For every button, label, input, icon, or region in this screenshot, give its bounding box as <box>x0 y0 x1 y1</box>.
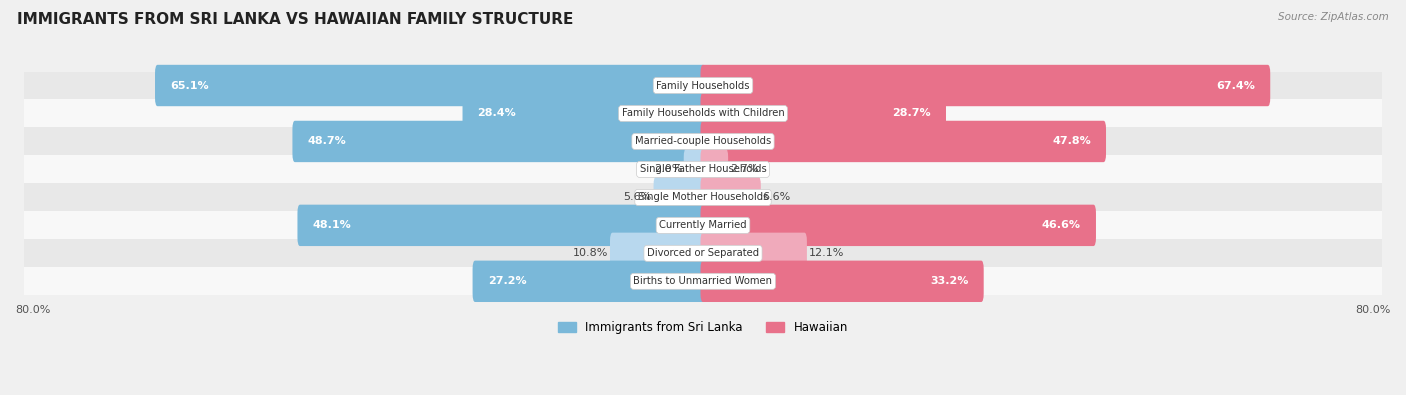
Text: Family Households with Children: Family Households with Children <box>621 109 785 118</box>
FancyBboxPatch shape <box>654 177 706 218</box>
Text: Married-couple Households: Married-couple Households <box>636 136 770 147</box>
Bar <box>24 183 1382 211</box>
Text: 67.4%: 67.4% <box>1216 81 1256 90</box>
Bar <box>24 267 1382 295</box>
Bar <box>24 156 1382 183</box>
Text: Source: ZipAtlas.com: Source: ZipAtlas.com <box>1278 12 1389 22</box>
Bar <box>24 71 1382 100</box>
Text: 28.4%: 28.4% <box>478 109 516 118</box>
FancyBboxPatch shape <box>463 93 706 134</box>
Text: 65.1%: 65.1% <box>170 81 208 90</box>
FancyBboxPatch shape <box>700 261 984 302</box>
Text: Births to Unmarried Women: Births to Unmarried Women <box>634 276 772 286</box>
Text: Single Mother Households: Single Mother Households <box>638 192 768 202</box>
Text: 27.2%: 27.2% <box>488 276 526 286</box>
Text: 48.1%: 48.1% <box>312 220 352 230</box>
Text: 6.6%: 6.6% <box>762 192 790 202</box>
Bar <box>24 100 1382 128</box>
Text: 80.0%: 80.0% <box>15 305 51 315</box>
Text: 33.2%: 33.2% <box>931 276 969 286</box>
FancyBboxPatch shape <box>700 233 807 274</box>
Text: 80.0%: 80.0% <box>1355 305 1391 315</box>
Text: 10.8%: 10.8% <box>572 248 609 258</box>
Text: 2.0%: 2.0% <box>654 164 682 175</box>
Text: IMMIGRANTS FROM SRI LANKA VS HAWAIIAN FAMILY STRUCTURE: IMMIGRANTS FROM SRI LANKA VS HAWAIIAN FA… <box>17 12 574 27</box>
FancyBboxPatch shape <box>610 233 706 274</box>
FancyBboxPatch shape <box>155 65 706 106</box>
Text: 46.6%: 46.6% <box>1042 220 1081 230</box>
Text: 5.6%: 5.6% <box>624 192 652 202</box>
Text: Divorced or Separated: Divorced or Separated <box>647 248 759 258</box>
Bar <box>24 239 1382 267</box>
FancyBboxPatch shape <box>472 261 706 302</box>
Text: 48.7%: 48.7% <box>308 136 346 147</box>
FancyBboxPatch shape <box>292 121 706 162</box>
Text: Single Father Households: Single Father Households <box>640 164 766 175</box>
Text: 2.7%: 2.7% <box>730 164 758 175</box>
FancyBboxPatch shape <box>700 177 761 218</box>
FancyBboxPatch shape <box>700 205 1095 246</box>
Bar <box>24 128 1382 156</box>
Text: 47.8%: 47.8% <box>1052 136 1091 147</box>
Text: Currently Married: Currently Married <box>659 220 747 230</box>
FancyBboxPatch shape <box>700 65 1270 106</box>
FancyBboxPatch shape <box>700 93 946 134</box>
Text: 28.7%: 28.7% <box>893 109 931 118</box>
FancyBboxPatch shape <box>700 121 1107 162</box>
Bar <box>24 211 1382 239</box>
Legend: Immigrants from Sri Lanka, Hawaiian: Immigrants from Sri Lanka, Hawaiian <box>554 316 852 339</box>
FancyBboxPatch shape <box>298 205 706 246</box>
FancyBboxPatch shape <box>683 149 706 190</box>
FancyBboxPatch shape <box>700 149 728 190</box>
Text: Family Households: Family Households <box>657 81 749 90</box>
Text: 12.1%: 12.1% <box>808 248 844 258</box>
